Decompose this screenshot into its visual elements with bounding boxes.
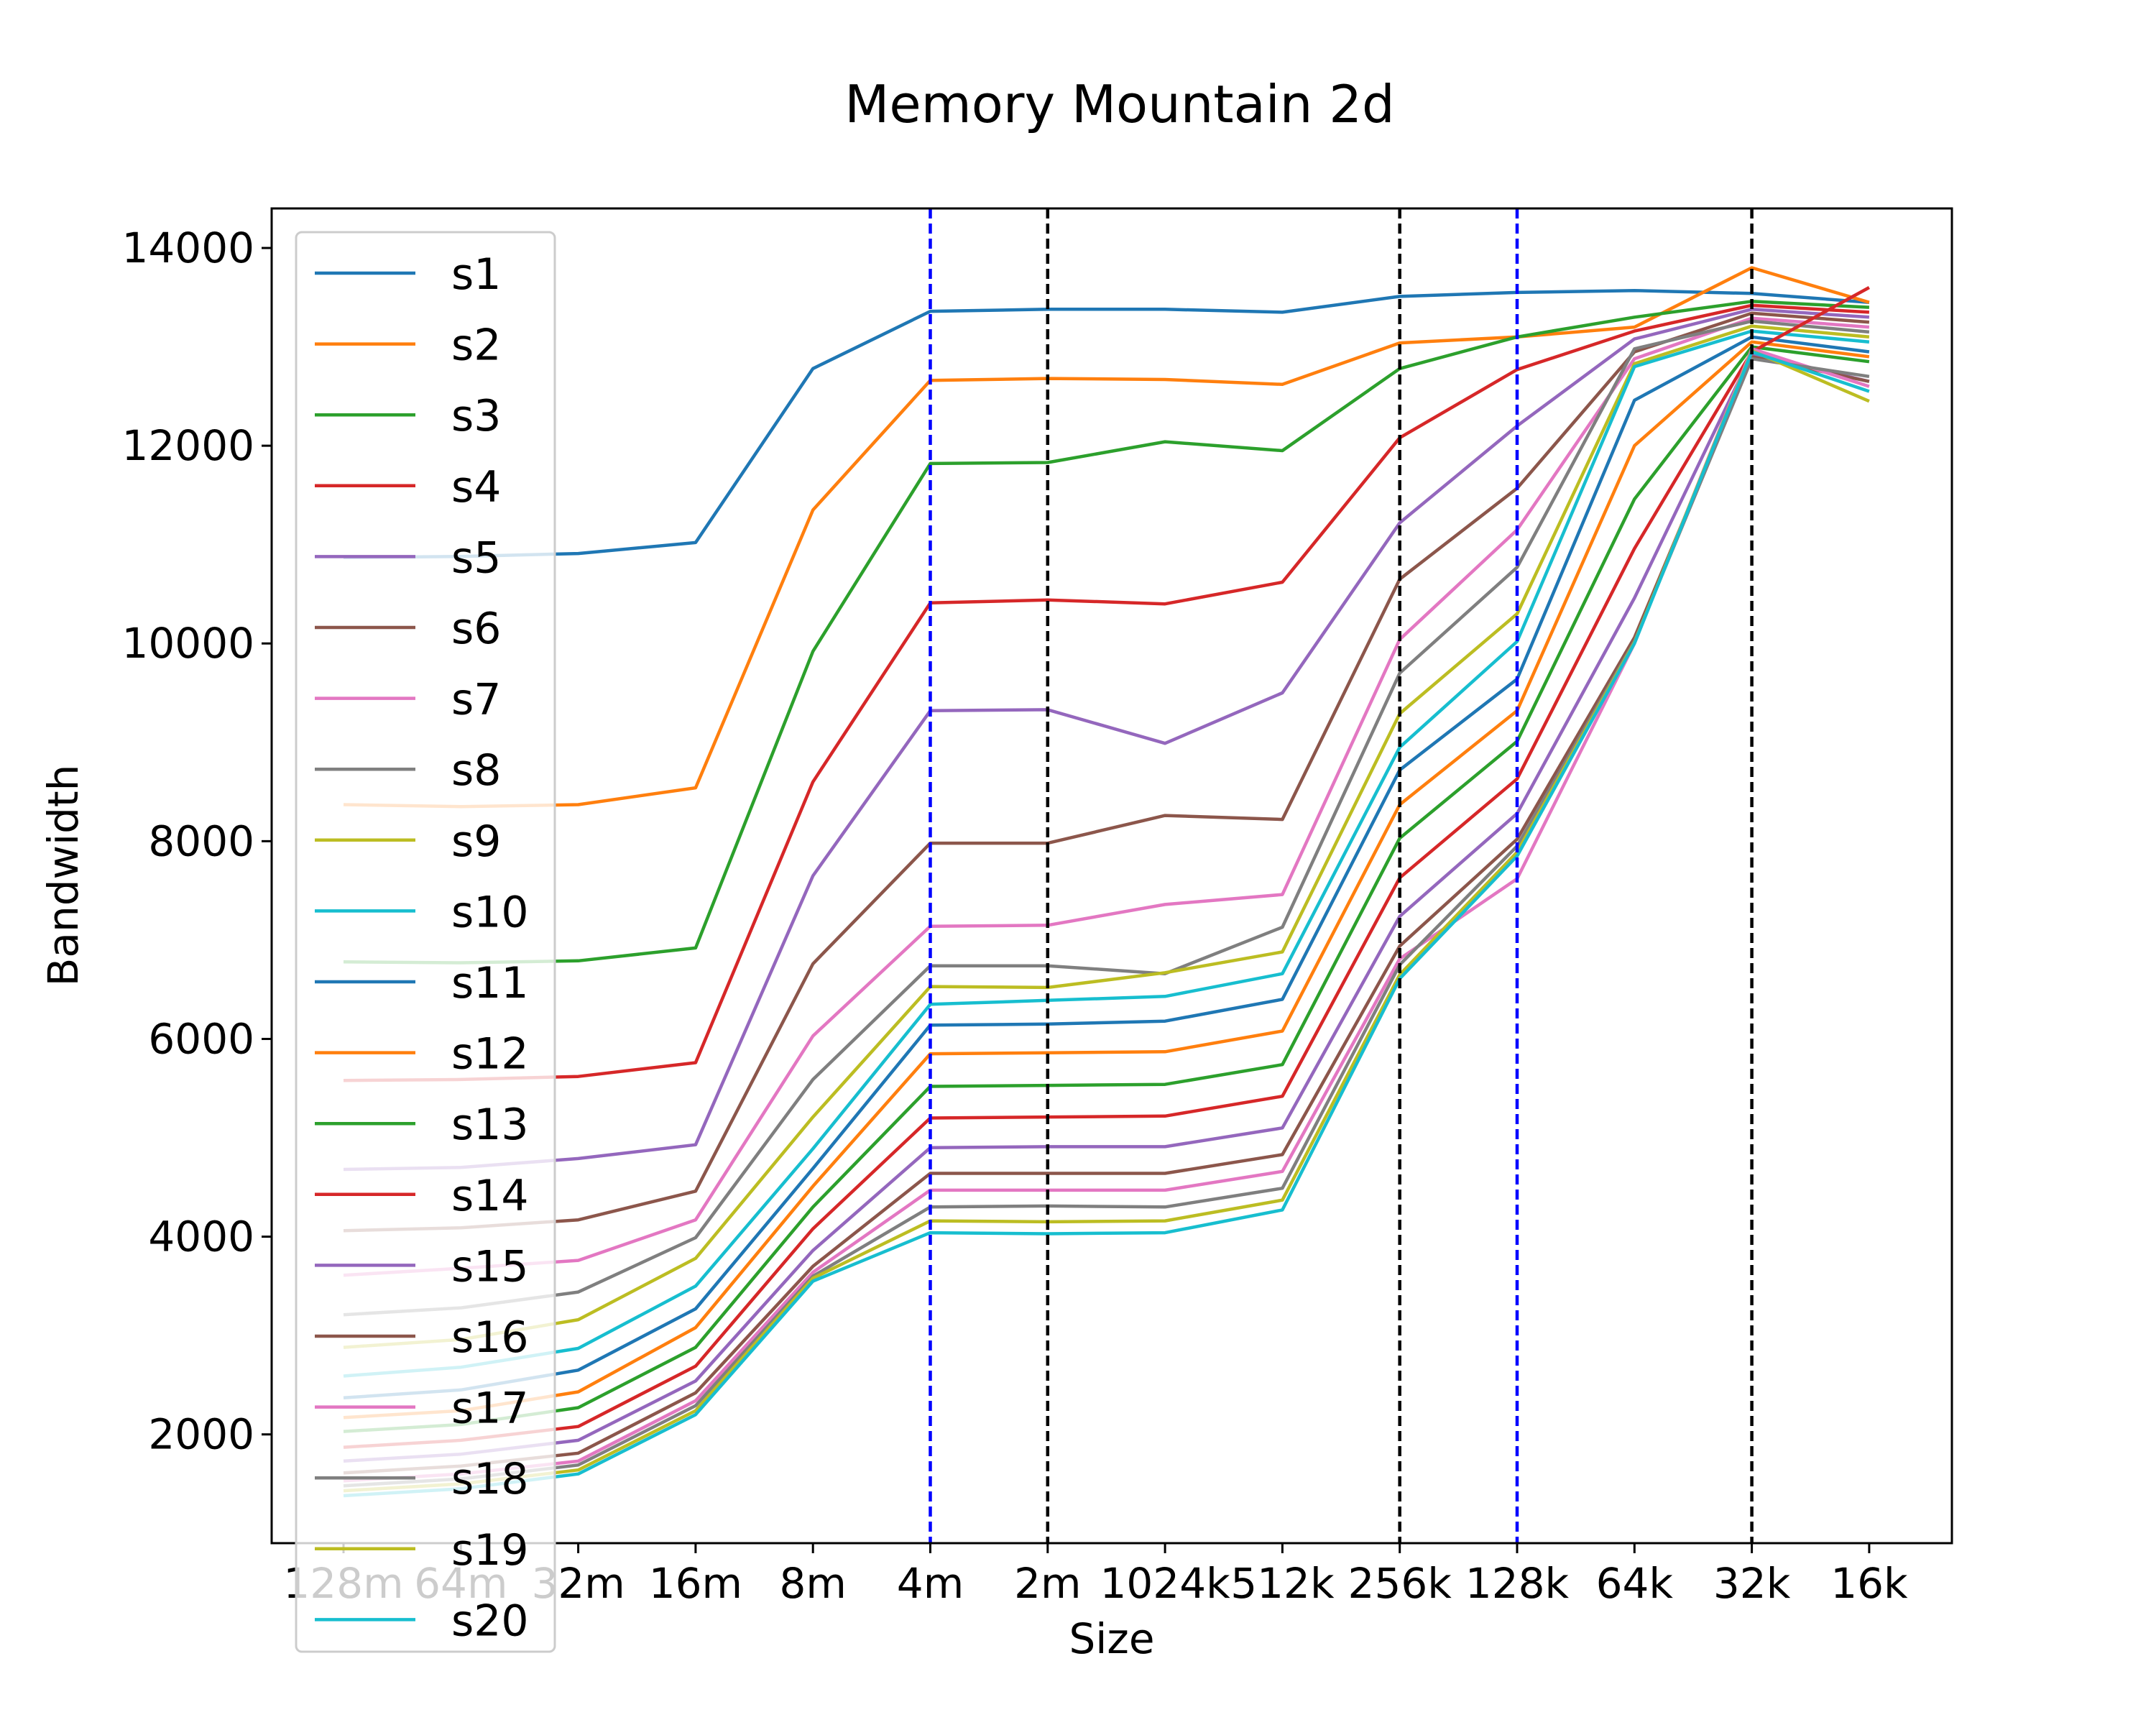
- series-line-s6: [343, 311, 1870, 1233]
- x-tick-label: 2m: [1014, 1559, 1081, 1608]
- series-line-s11: [343, 335, 1870, 1400]
- x-tick-label: 128k: [1465, 1559, 1570, 1608]
- series-line-s16: [343, 355, 1870, 1475]
- legend-label: s9: [451, 816, 501, 867]
- series-line-s4: [343, 303, 1870, 1082]
- x-tick-label: 4m: [897, 1559, 964, 1608]
- y-tick-label: 10000: [121, 619, 254, 668]
- series-line-s3: [343, 300, 1870, 965]
- x-tick-label: 32k: [1713, 1559, 1791, 1608]
- legend-label: s20: [451, 1596, 529, 1646]
- series-line-s14: [343, 286, 1870, 1449]
- y-tick-label: 2000: [148, 1410, 254, 1459]
- legend-label: s13: [451, 1100, 529, 1150]
- legend-label: s18: [451, 1454, 529, 1504]
- series-line-s17: [343, 347, 1870, 1483]
- series-line-s2: [343, 266, 1870, 809]
- series-line-s20: [343, 350, 1870, 1498]
- legend-label: s14: [451, 1171, 529, 1221]
- plot-area: [343, 208, 1870, 1543]
- legend-label: s2: [451, 321, 501, 371]
- series-line-s13: [343, 345, 1870, 1433]
- legend-label: s19: [451, 1525, 529, 1576]
- y-tick-label: 6000: [148, 1014, 254, 1063]
- series-line-s1: [343, 288, 1870, 559]
- legend-label: s5: [451, 533, 501, 583]
- legend-label: s6: [451, 604, 501, 654]
- legend-label: s8: [451, 745, 501, 796]
- y-tick-label: 8000: [148, 816, 254, 865]
- legend-label: s10: [451, 887, 529, 937]
- legend-label: s4: [451, 462, 501, 512]
- series-line-s9: [343, 324, 1870, 1349]
- chart-title: Memory Mountain 2d: [844, 74, 1395, 134]
- x-tick-label: 1024k: [1100, 1559, 1230, 1608]
- series-line-s12: [343, 340, 1870, 1420]
- series-line-s5: [343, 308, 1870, 1172]
- legend-box: [295, 231, 556, 1653]
- plot-frame: [270, 207, 1953, 1545]
- y-axis: 2000 4000 6000 8000 10000 12000 14000: [121, 224, 272, 1459]
- x-tick-label: 64k: [1596, 1559, 1674, 1608]
- x-tick-label: 8m: [779, 1559, 846, 1608]
- series-line-s10: [343, 329, 1870, 1378]
- legend: s1 s2 s3 s4 s5 s6 s7 s8 s9 s10 s11 s12 s13 s14 s15 s16 s…: [295, 231, 556, 1653]
- series-line-s15: [343, 351, 1870, 1463]
- legend-label: s7: [451, 675, 501, 725]
- x-tick-label: 256k: [1348, 1559, 1452, 1608]
- y-tick-label: 4000: [148, 1213, 254, 1261]
- x-tick-label: 16k: [1830, 1559, 1908, 1608]
- legend-label: s16: [451, 1312, 529, 1363]
- x-tick-label: 16m: [649, 1559, 742, 1608]
- legend-label: s15: [451, 1241, 529, 1292]
- y-tick-label: 12000: [121, 421, 254, 470]
- legend-label: s17: [451, 1384, 529, 1434]
- legend-label: s1: [451, 249, 501, 300]
- x-tick-label: 512k: [1230, 1559, 1335, 1608]
- y-tick-label: 14000: [121, 224, 254, 272]
- y-axis-label: Bandwidth: [39, 765, 88, 987]
- legend-label: s12: [451, 1029, 529, 1080]
- legend-label: s3: [451, 391, 501, 441]
- series-line-s8: [343, 319, 1870, 1317]
- x-axis-label: Size: [1069, 1614, 1154, 1663]
- legend-label: s11: [451, 958, 529, 1008]
